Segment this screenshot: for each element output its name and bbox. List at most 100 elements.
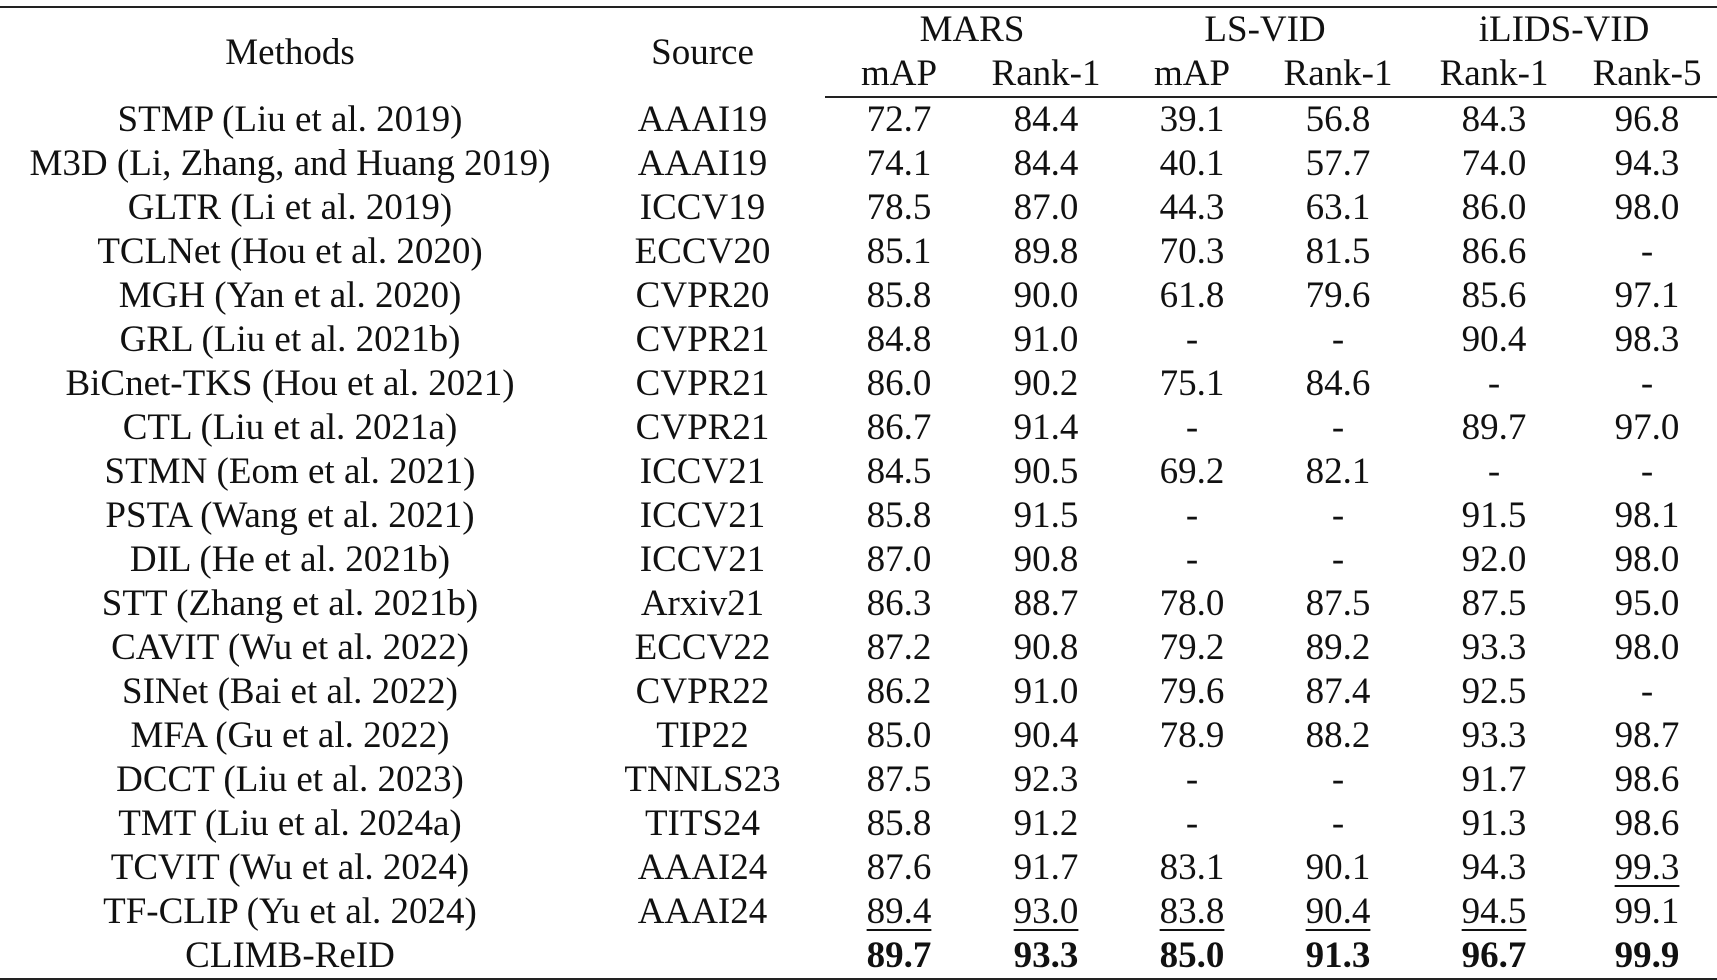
value-text: 87.5: [1305, 583, 1371, 624]
value-text: 89.8: [1013, 231, 1079, 272]
value-text: 91.0: [1013, 671, 1079, 712]
value-cell: 93.3: [973, 934, 1120, 980]
value-text: 95.0: [1614, 583, 1680, 624]
value-text: 90.1: [1305, 847, 1371, 888]
value-cell: 98.6: [1577, 758, 1717, 802]
value-cell: 91.5: [973, 494, 1119, 538]
value-cell: 61.8: [1119, 274, 1265, 318]
value-text: 91.5: [1013, 495, 1079, 536]
source-cell: ICCV21: [639, 495, 766, 536]
value-text: 93.3: [1013, 935, 1079, 976]
value-cell: 90.4: [1411, 318, 1577, 362]
value-text: -: [1185, 539, 1199, 580]
value-text: 87.0: [866, 539, 932, 580]
value-cell: 84.5: [825, 450, 973, 494]
header-dataset-ilidsvid: iLIDS-VID: [1411, 6, 1717, 52]
value-cell: -: [1119, 494, 1265, 538]
value-text: 86.6: [1461, 231, 1527, 272]
value-cell: 87.6: [825, 846, 973, 890]
header-dataset-lsvid: LS-VID: [1119, 6, 1412, 52]
header-source: Source: [580, 6, 825, 97]
source-cell: CVPR22: [635, 671, 770, 712]
value-text: 61.8: [1159, 275, 1225, 316]
value-cell: -: [1119, 802, 1265, 846]
value-cell: 92.5: [1411, 670, 1577, 714]
value-cell: 98.0: [1577, 626, 1717, 670]
value-text: 96.8: [1614, 99, 1680, 140]
value-text: 72.7: [866, 99, 932, 140]
value-text: 91.3: [1461, 803, 1527, 844]
method-cell: TF-CLIP (Yu et al. 2024): [103, 891, 477, 932]
value-cell: -: [1119, 318, 1265, 362]
value-cell: 98.1: [1577, 494, 1717, 538]
value-text: 87.4: [1305, 671, 1371, 712]
value-cell: 40.1: [1119, 142, 1265, 186]
value-text: 84.5: [866, 451, 932, 492]
value-cell: -: [1265, 538, 1411, 582]
value-cell: 85.8: [825, 274, 973, 318]
value-text: 98.6: [1614, 759, 1680, 800]
value-cell: 85.8: [825, 802, 973, 846]
method-cell: SINet (Bai et al. 2022): [122, 671, 458, 712]
value-cell: 84.8: [825, 318, 973, 362]
method-cell: CLIMB-ReID: [0, 934, 580, 980]
value-cell: 72.7: [825, 97, 973, 142]
value-cell: 98.0: [1577, 186, 1717, 230]
value-text: 97.1: [1614, 275, 1680, 316]
value-cell: 84.3: [1411, 97, 1577, 142]
table-row: BiCnet-TKS (Hou et al. 2021) CVPR21 86.0 90…: [0, 362, 1717, 406]
value-cell: 84.4: [973, 97, 1119, 142]
value-text: 85.8: [866, 495, 932, 536]
value-text: 93.0: [1013, 891, 1079, 932]
value-cell: 78.9: [1119, 714, 1265, 758]
value-cell: 88.2: [1265, 714, 1411, 758]
value-cell: 97.0: [1577, 406, 1717, 450]
value-cell: 84.6: [1265, 362, 1411, 406]
value-text: -: [1331, 319, 1345, 360]
value-cell: 79.6: [1119, 670, 1265, 714]
value-cell: 86.6: [1411, 230, 1577, 274]
table-row: STMN (Eom et al. 2021) ICCV21 84.5 90.5 69.2…: [0, 450, 1717, 494]
value-text: 74.1: [866, 143, 932, 184]
value-cell: 90.0: [973, 274, 1119, 318]
value-cell: 63.1: [1265, 186, 1411, 230]
value-cell: 98.7: [1577, 714, 1717, 758]
value-text: 86.7: [866, 407, 932, 448]
value-cell: 75.1: [1119, 362, 1265, 406]
value-text: -: [1640, 363, 1654, 404]
value-cell: 83.1: [1119, 846, 1265, 890]
value-text: 98.0: [1614, 539, 1680, 580]
value-text: 86.0: [866, 363, 932, 404]
value-text: 85.6: [1461, 275, 1527, 316]
value-cell: 86.3: [825, 582, 973, 626]
value-cell: -: [1265, 406, 1411, 450]
value-cell: 97.1: [1577, 274, 1717, 318]
value-cell: 91.5: [1411, 494, 1577, 538]
value-cell: -: [1119, 406, 1265, 450]
value-text: 90.4: [1013, 715, 1079, 756]
value-cell: 85.0: [825, 714, 973, 758]
value-cell: 87.0: [973, 186, 1119, 230]
value-cell: 87.5: [1265, 582, 1411, 626]
table-row: TCVIT (Wu et al. 2024) AAAI24 87.6 91.7 83.1…: [0, 846, 1717, 890]
table-row: STMP (Liu et al. 2019) AAAI19 72.7 84.4 39.1…: [0, 97, 1717, 142]
value-cell: 87.0: [825, 538, 973, 582]
method-cell: TCLNet (Hou et al. 2020): [97, 231, 483, 272]
value-cell: 91.0: [973, 670, 1119, 714]
value-text: 56.8: [1305, 99, 1371, 140]
value-text: 99.3: [1614, 847, 1680, 888]
value-cell: 89.4: [825, 890, 973, 934]
value-text: -: [1640, 671, 1654, 712]
value-text: 84.3: [1461, 99, 1527, 140]
value-cell: 99.3: [1577, 846, 1717, 890]
value-cell: 87.2: [825, 626, 973, 670]
value-text: 91.7: [1461, 759, 1527, 800]
source-cell: ICCV21: [639, 539, 766, 580]
value-cell: 99.1: [1577, 890, 1717, 934]
value-cell: 86.7: [825, 406, 973, 450]
value-text: 98.1: [1614, 495, 1680, 536]
value-cell: 81.5: [1265, 230, 1411, 274]
method-cell: CTL (Liu et al. 2021a): [122, 407, 458, 448]
value-cell: 74.1: [825, 142, 973, 186]
value-text: -: [1331, 803, 1345, 844]
